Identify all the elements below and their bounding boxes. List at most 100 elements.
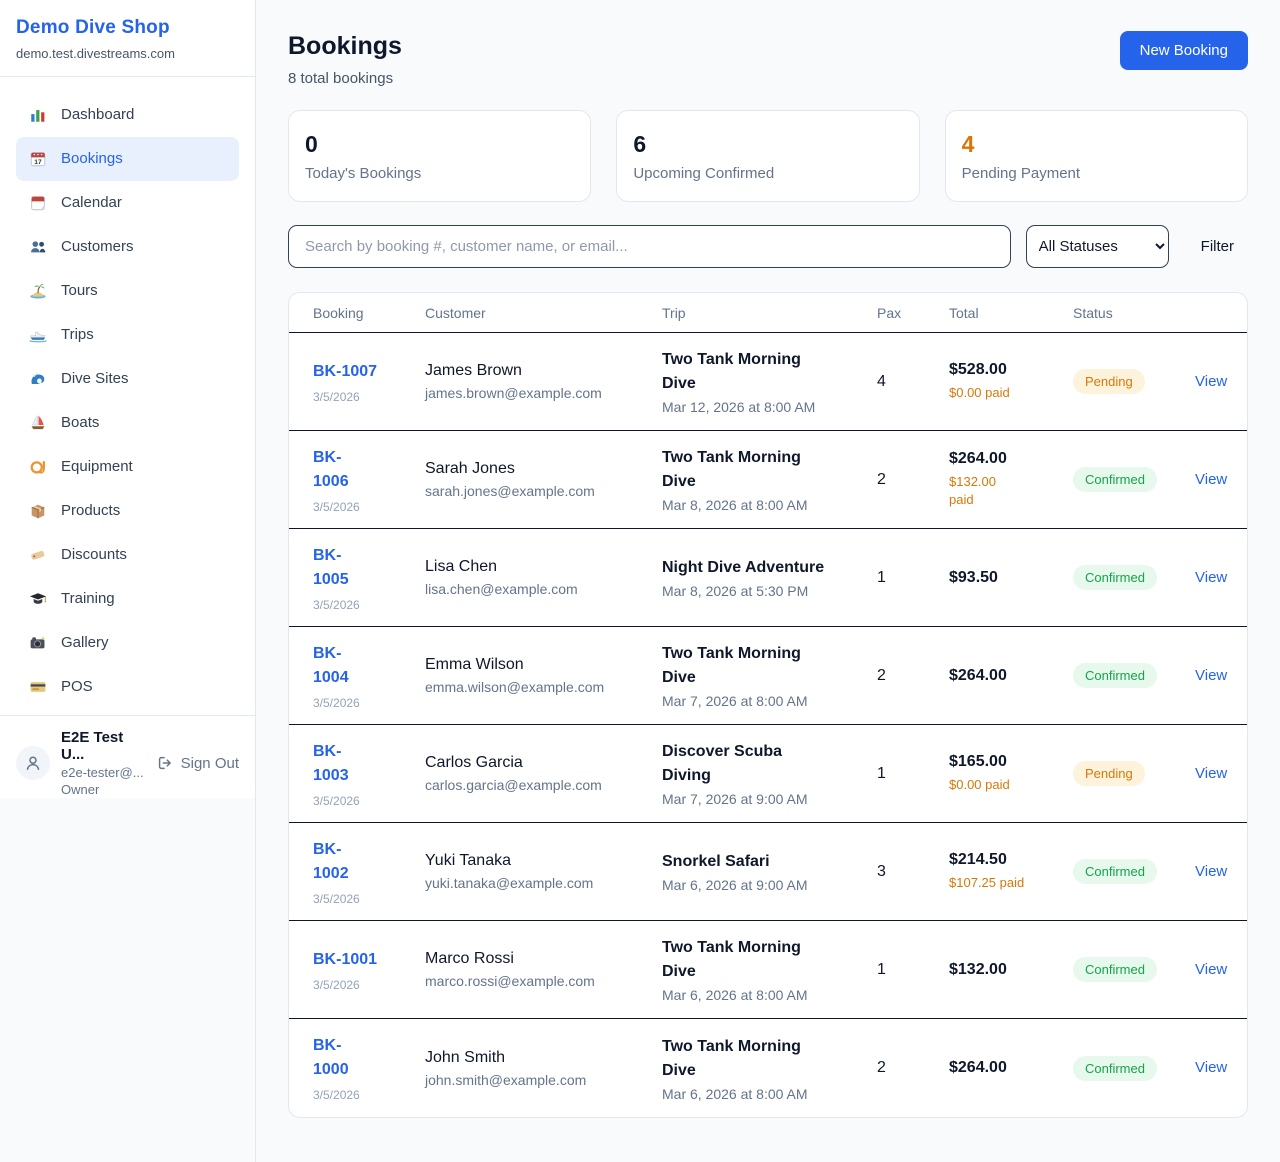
user-role: Owner [61,782,100,797]
sidebar-item-training[interactable]: Training [16,577,239,621]
sidebar-item-label: Dashboard [61,106,135,123]
view-link[interactable]: View [1195,666,1228,684]
sidebar-item-equipment[interactable]: Equipment [16,445,239,489]
sidebar-item-tours[interactable]: Tours [16,269,239,313]
customer-cell: John Smith john.smith@example.com [425,1049,662,1088]
total-cell: $132.00 [949,961,1073,979]
sidebar-item-label: Gallery [61,634,109,651]
stat-label: Pending Payment [961,165,1081,182]
booking-id-link[interactable]: BK- 1004 [313,644,349,686]
booking-id-link[interactable]: BK- 1000 [313,1037,349,1078]
booking-id-link[interactable]: BK- 1002 [313,840,349,882]
paid-amount: $132.00 paid [949,473,996,507]
trip-datetime: Mar 12, 2026 at 8:00 AM [662,399,816,415]
status-badge: Confirmed [1073,957,1157,982]
filter-row: All Statuses Filter [288,225,1248,268]
view-link[interactable]: View [1195,960,1228,978]
column-header-pax: Pax [877,304,902,321]
status-cell: Confirmed [1073,467,1195,492]
customer-name: Sarah Jones [425,460,515,477]
booking-cell: BK- 1004 3/5/2026 [313,642,425,710]
sidebar-item-dashboard[interactable]: Dashboard [16,93,239,137]
view-link[interactable]: View [1195,1059,1228,1076]
customer-name: James Brown [425,362,522,379]
sign-out-button[interactable]: Sign Out [156,754,239,772]
sidebar-item-gallery[interactable]: Gallery [16,621,239,665]
sidebar-item-calendar[interactable]: Calendar [16,181,239,225]
customer-name: John Smith [425,1048,506,1066]
pax-cell: 3 [877,862,886,880]
sidebar-item-dive-sites[interactable]: Dive Sites [16,357,239,401]
package-icon [28,501,48,521]
column-header-trip: Trip [662,304,686,321]
booking-id-link[interactable]: BK- 1005 [313,546,349,588]
view-link[interactable]: View [1195,862,1228,880]
status-filter-select[interactable]: All Statuses [1025,225,1169,268]
total-cell: $93.50 [949,569,1073,587]
total-amount: $214.50 [949,850,1007,868]
booking-id-link[interactable]: BK-1007 [313,362,378,380]
view-link[interactable]: View [1195,470,1228,488]
total-cell: $264.00 [949,667,1073,685]
actions-cell: View [1195,1059,1227,1077]
sidebar-item-trips[interactable]: Trips [16,313,239,357]
customer-cell: Yuki Tanaka yuki.tanaka@example.com [425,852,662,891]
table-body: BK-1007 3/5/2026 James Brown james.brown… [289,333,1247,1117]
customer-cell: Carlos Garcia carlos.garcia@example.com [425,754,662,793]
total-cell: $165.00 $0.00 paid [949,753,1073,794]
total-amount: $165.00 [949,752,1007,770]
filter-button[interactable]: Filter [1187,230,1248,263]
sidebar-item-label: Dive Sites [61,370,129,387]
sidebar-item-boats[interactable]: Boats [16,401,239,445]
customer-name: Carlos Garcia [425,754,523,771]
sidebar-item-label: Calendar [61,194,122,211]
tearoff-calendar-icon [28,193,48,213]
sidebar-item-products[interactable]: Products [16,489,239,533]
booking-cell: BK-1007 3/5/2026 [313,360,425,404]
trip-cell: Two Tank Morning Dive Mar 12, 2026 at 8:… [662,348,877,415]
trip-datetime: Mar 6, 2026 at 9:00 AM [662,877,808,893]
view-link[interactable]: View [1195,568,1228,586]
status-cell: Confirmed [1073,565,1195,590]
booking-cell: BK- 1002 3/5/2026 [313,838,425,906]
pax-cell: 1 [877,568,886,586]
status-cell: Pending [1073,761,1195,786]
sidebar-item-customers[interactable]: Customers [16,225,239,269]
view-link[interactable]: View [1195,764,1228,782]
customer-email: lisa.chen@example.com [425,581,578,597]
avatar [16,746,50,780]
booking-id-link[interactable]: BK- 1003 [313,742,349,784]
sidebar-item-label: Discounts [61,546,127,563]
trip-cell: Two Tank Morning Dive Mar 6, 2026 at 8:0… [662,936,877,1003]
total-amount: $132.00 [949,960,1007,978]
sidebar-item-discounts[interactable]: Discounts [16,533,239,577]
search-input[interactable] [288,225,1011,268]
status-cell: Confirmed [1073,1055,1195,1081]
trip-cell: Two Tank Morning Dive Mar 7, 2026 at 8:0… [662,642,877,709]
stat-card: 0 Today's Bookings [288,110,592,202]
booking-id-link[interactable]: BK-1001 [313,950,378,968]
stat-value: 6 [633,131,647,157]
pax-cell: 2 [877,1059,886,1076]
actions-cell: View [1195,765,1227,783]
booking-date: 3/5/2026 [313,499,360,514]
customer-cell: James Brown james.brown@example.com [425,362,662,401]
sidebar-item-bookings[interactable]: 17 Bookings [16,137,239,181]
view-link[interactable]: View [1195,372,1228,390]
trip-datetime: Mar 8, 2026 at 5:30 PM [662,583,809,599]
actions-cell: View [1195,373,1227,391]
customer-name: Marco Rossi [425,950,514,967]
booking-id-link[interactable]: BK- 1006 [313,448,349,490]
new-booking-button[interactable]: New Booking [1119,31,1248,70]
page-header: Bookings 8 total bookings New Booking [288,31,1248,87]
paid-amount: $0.00 paid [949,776,1010,792]
customer-email: yuki.tanaka@example.com [425,875,594,891]
trip-datetime: Mar 7, 2026 at 9:00 AM [662,791,808,807]
sidebar-item-pos[interactable]: POS [16,665,239,709]
trip-cell: Two Tank Morning Dive Mar 8, 2026 at 8:0… [662,446,877,513]
paid-amount: $0.00 paid [949,384,1010,400]
total-cell: $264.00 [949,1059,1073,1077]
sidebar-item-label: Bookings [61,150,123,167]
diving-mask-icon [28,457,48,477]
trip-name: Two Tank Morning Dive [662,449,801,490]
